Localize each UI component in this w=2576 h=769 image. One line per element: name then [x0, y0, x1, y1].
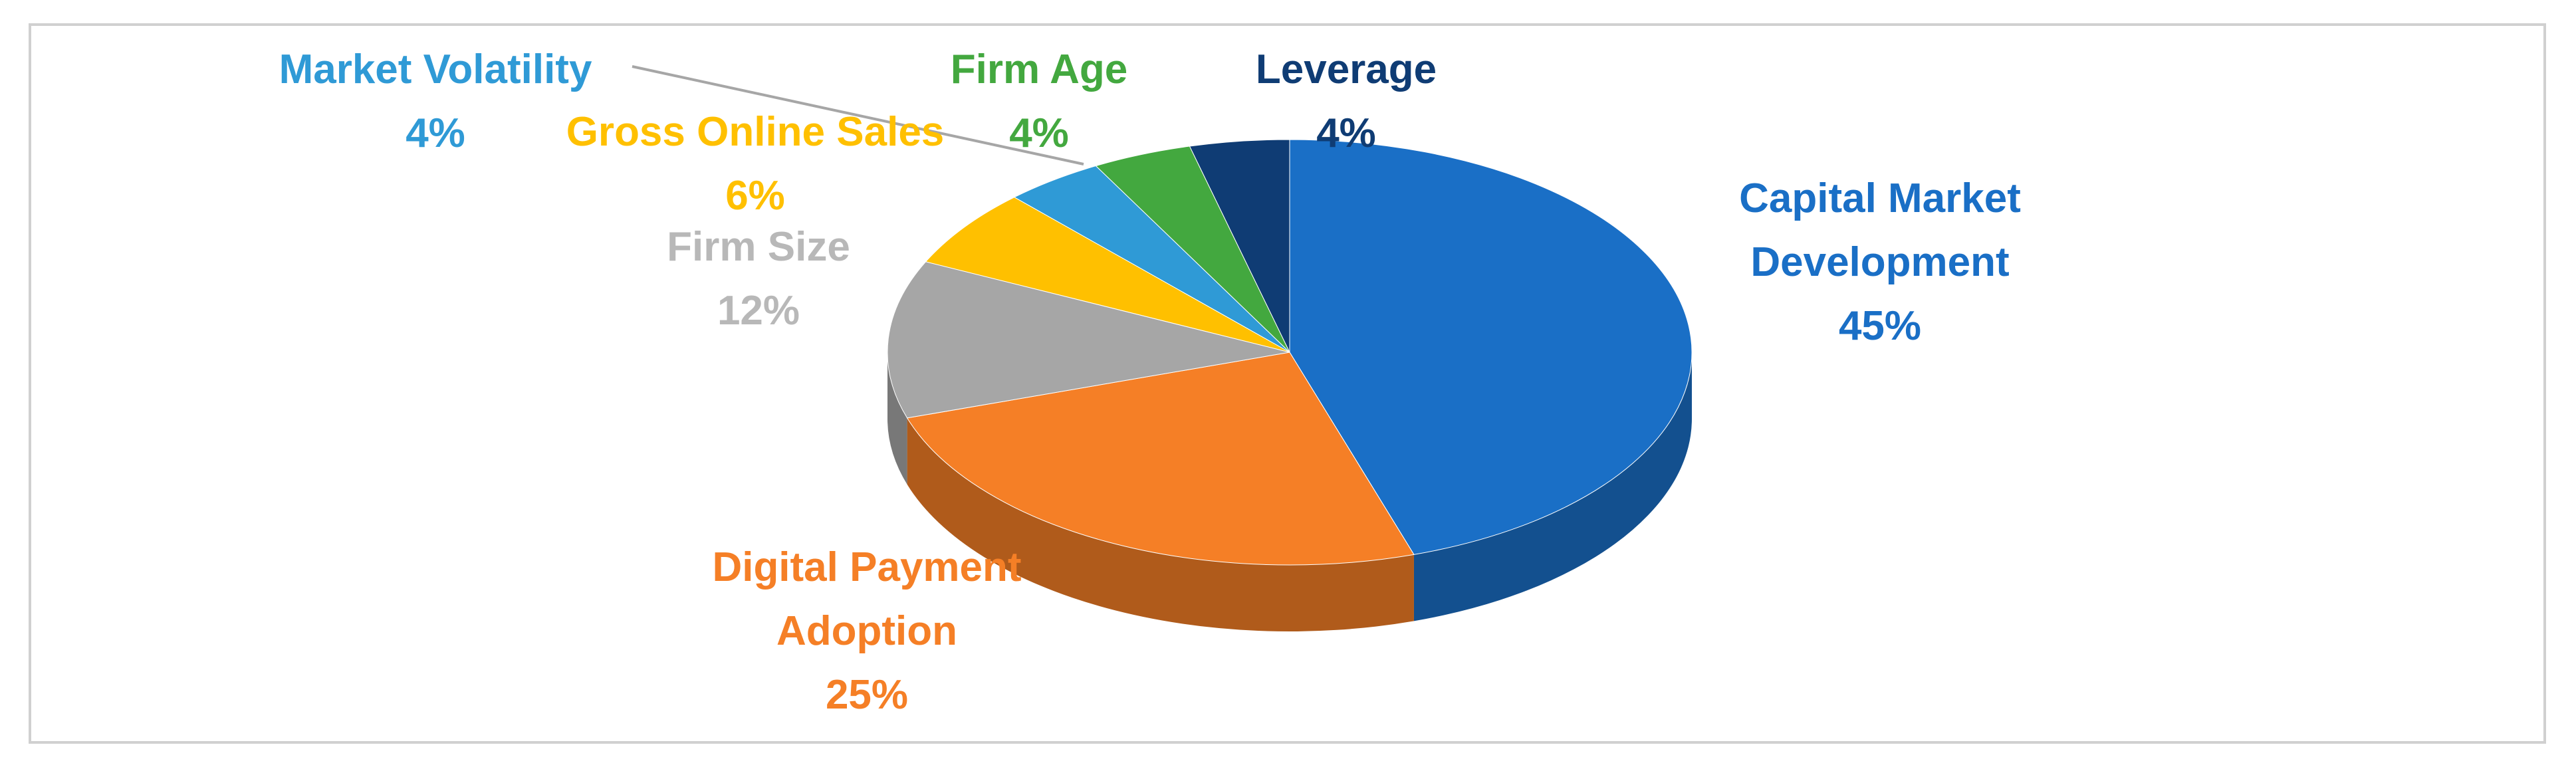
slice-label: Firm Size 12% [667, 215, 850, 343]
slice-label: Digital Payment Adoption 25% [661, 536, 1073, 727]
slice-label: Market Volatility 4% [279, 38, 592, 165]
value-label: 4% [1316, 110, 1376, 156]
slice-side [887, 352, 907, 485]
slice [887, 261, 1290, 419]
value-label: 4% [406, 110, 465, 156]
slice-side [1413, 352, 1692, 621]
slice [1189, 139, 1290, 353]
pie-sides [887, 352, 1692, 631]
value-label: 6% [725, 173, 785, 219]
chart-frame [29, 23, 2546, 744]
category-name: Firm Age [950, 46, 1128, 92]
value-label: 4% [1009, 110, 1069, 156]
slice [1289, 139, 1693, 555]
value-label: 12% [717, 288, 800, 334]
category-name: Leverage [1255, 46, 1437, 92]
category-name: Market Volatility [279, 46, 592, 92]
slice [906, 352, 1415, 566]
slice-label: Capital Market Development 45% [1700, 167, 2059, 358]
slice-label: Leverage 4% [1256, 38, 1437, 165]
value-label: 25% [825, 672, 909, 718]
slice-label: Gross Online Sales 6% [566, 100, 945, 228]
value-label: 45% [1838, 303, 1922, 350]
slice-side [907, 417, 1414, 631]
category-name: Capital Market Development [1739, 175, 2021, 285]
leader-line [632, 65, 1084, 165]
category-name: Firm Size [667, 223, 850, 270]
slice [925, 197, 1290, 353]
slice-label: Firm Age 4% [951, 38, 1127, 165]
category-name: Gross Online Sales [566, 108, 945, 155]
category-name: Digital Payment Adoption [712, 544, 1022, 654]
